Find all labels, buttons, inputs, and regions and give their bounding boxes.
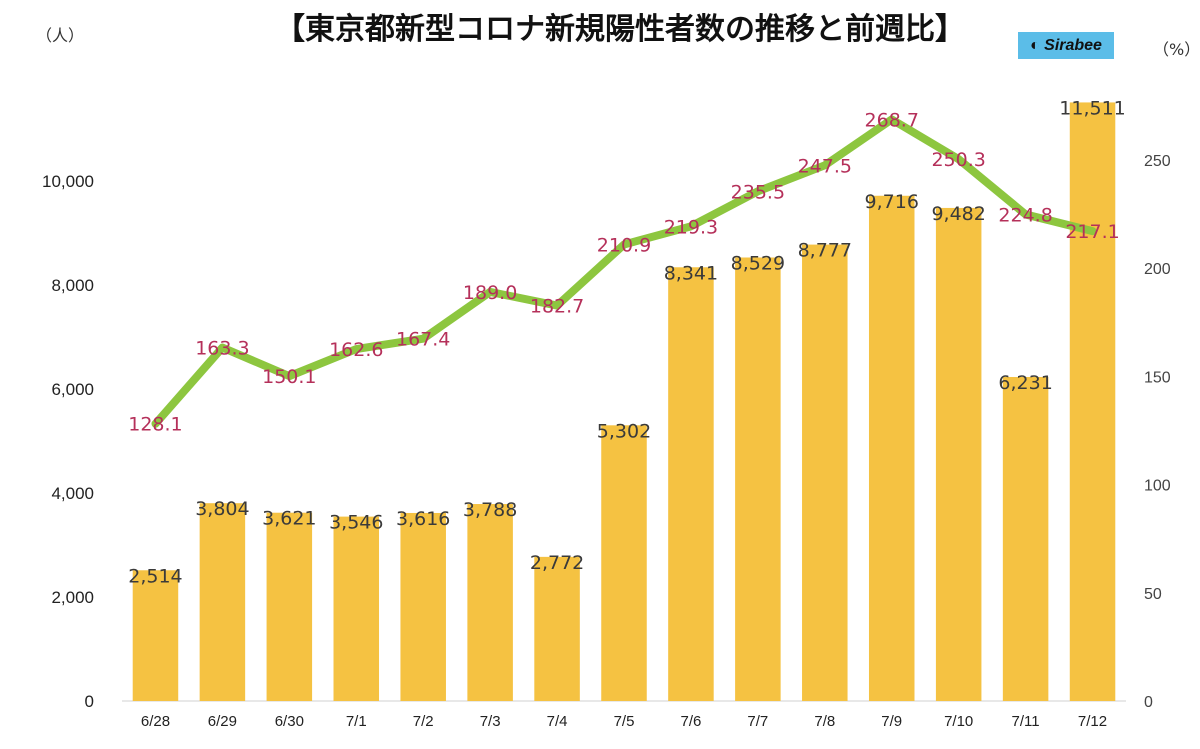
line-data-label: 250.3 <box>931 149 985 171</box>
left-axis-tick-label: 6,000 <box>51 380 94 399</box>
line-data-label: 128.1 <box>128 414 182 436</box>
bar-data-label: 2,514 <box>128 565 182 587</box>
bar <box>400 512 446 701</box>
line-data-label: 210.9 <box>597 235 651 257</box>
left-axis-tick-label: 2,000 <box>51 588 94 607</box>
x-axis-tick-label: 7/8 <box>814 713 835 730</box>
line-data-label: 217.1 <box>1065 221 1119 243</box>
bar <box>668 267 714 701</box>
line-data-label: 189.0 <box>463 282 517 304</box>
bar <box>333 516 380 701</box>
bar-data-label: 5,302 <box>597 420 651 442</box>
line-data-label: 268.7 <box>865 109 919 131</box>
bar <box>1002 376 1049 701</box>
bar-data-label: 3,788 <box>463 499 517 521</box>
x-axis-tick-label: 6/30 <box>275 713 304 730</box>
left-axis-tick-label: 8,000 <box>51 276 94 295</box>
bar <box>802 244 848 701</box>
bar-data-label: 2,772 <box>530 552 584 574</box>
x-axis-tick-label: 7/7 <box>747 713 768 730</box>
bar-data-label: 9,482 <box>931 203 985 225</box>
x-axis-tick-label: 7/3 <box>480 713 501 730</box>
right-axis-tick-label: 250 <box>1144 153 1171 170</box>
bar-data-label: 8,341 <box>664 262 718 284</box>
x-axis-tick-label: 7/4 <box>547 713 568 730</box>
bar <box>199 503 246 701</box>
bar <box>868 195 915 701</box>
right-axis-tick-label: 150 <box>1144 369 1171 386</box>
x-axis-tick-label: 7/5 <box>614 713 635 730</box>
right-axis-tick-label: 0 <box>1144 694 1153 711</box>
line-data-label: 235.5 <box>731 181 785 203</box>
line-data-label: 162.6 <box>329 339 383 361</box>
bar-data-label: 6,231 <box>998 372 1052 394</box>
line-data-label: 219.3 <box>664 216 718 238</box>
left-axis-unit: （人） <box>36 26 85 45</box>
right-axis-tick-label: 200 <box>1144 261 1171 278</box>
bar-data-label: 8,529 <box>731 252 785 274</box>
right-axis-tick-label: 50 <box>1144 586 1162 603</box>
bar <box>601 425 647 701</box>
x-axis-tick-label: 7/1 <box>346 713 367 730</box>
x-axis-tick-label: 6/28 <box>141 713 170 730</box>
left-axis-tick-label: 0 <box>85 692 94 711</box>
line-data-label: 247.5 <box>798 155 852 177</box>
right-axis-tick-label: 100 <box>1144 478 1171 495</box>
line-data-label: 167.4 <box>396 329 450 351</box>
bar <box>132 570 179 701</box>
x-axis-tick-label: 7/10 <box>944 713 973 730</box>
bar <box>534 556 580 701</box>
x-axis-tick-label: 7/12 <box>1078 713 1107 730</box>
x-axis-tick-label: 6/29 <box>208 713 237 730</box>
bar <box>735 257 781 701</box>
x-axis-tick-label: 7/2 <box>413 713 434 730</box>
line-data-label: 224.8 <box>998 204 1052 226</box>
left-axis-tick-label: 10,000 <box>42 172 94 191</box>
chart-title: 【東京都新型コロナ新規陽性者数の推移と前週比】 <box>275 12 965 47</box>
bar-data-label: 8,777 <box>798 240 852 262</box>
bar <box>935 207 982 701</box>
line-data-label: 182.7 <box>530 296 584 318</box>
bar-data-label: 3,621 <box>262 508 316 530</box>
bar-data-label: 9,716 <box>865 191 919 213</box>
bar-data-label: 3,546 <box>329 512 383 534</box>
sirabee-logo: ◐ Sirabee <box>1018 32 1114 59</box>
bar <box>266 512 313 701</box>
bar <box>1069 102 1116 702</box>
bar-data-label: 3,616 <box>396 508 450 530</box>
left-axis-tick-label: 4,000 <box>51 484 94 503</box>
x-axis-tick-label: 7/6 <box>681 713 702 730</box>
bar-data-label: 11,511 <box>1059 97 1125 119</box>
bar <box>467 504 513 701</box>
x-axis-tick-label: 7/9 <box>881 713 902 730</box>
line-data-label: 163.3 <box>195 338 249 360</box>
x-axis-tick-label: 7/11 <box>1012 713 1040 730</box>
right-axis-unit: （%） <box>1153 40 1200 59</box>
line-data-label: 150.1 <box>262 366 316 388</box>
bar-data-label: 3,804 <box>195 498 249 520</box>
